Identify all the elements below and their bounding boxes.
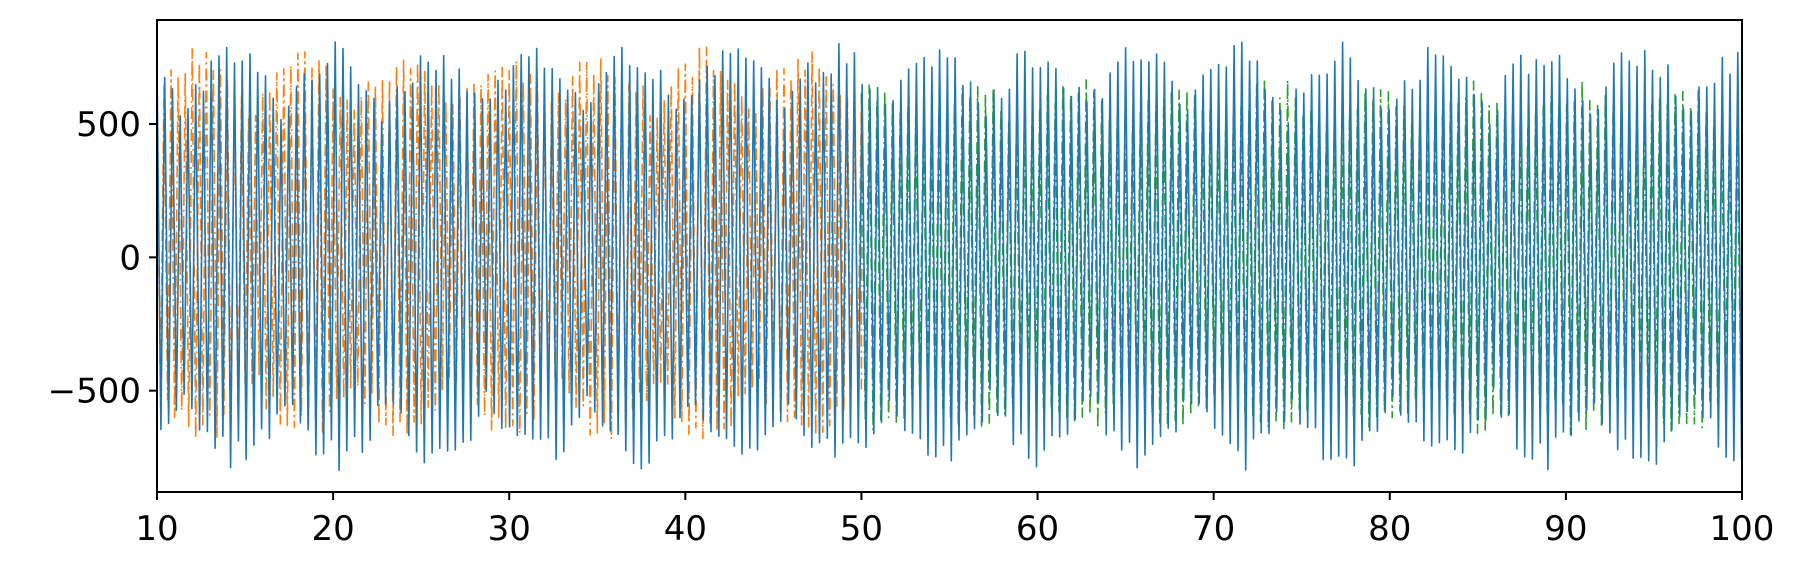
x-tick-label: 100 <box>1710 509 1775 549</box>
x-tick-label: 30 <box>488 509 531 549</box>
x-tick-label: 20 <box>311 509 354 549</box>
y-tick-label: −500 <box>48 372 141 412</box>
x-tick-label: 60 <box>1016 509 1059 549</box>
y-axis: −500 0 500 <box>48 105 157 412</box>
series-layer <box>157 41 1742 472</box>
x-tick-label: 90 <box>1544 509 1587 549</box>
plot-frame <box>156 19 1743 493</box>
series-line-1 <box>157 41 1742 472</box>
x-tick-label: 40 <box>664 509 707 549</box>
x-tick-label: 70 <box>1192 509 1235 549</box>
y-tick-label: 500 <box>76 105 141 145</box>
x-tick-label: 10 <box>135 509 178 549</box>
x-axis: 10 20 30 40 50 60 70 80 90 100 <box>135 492 1774 549</box>
x-tick-label: 80 <box>1368 509 1411 549</box>
x-tick-label: 50 <box>840 509 883 549</box>
y-tick-label: 0 <box>119 238 141 278</box>
